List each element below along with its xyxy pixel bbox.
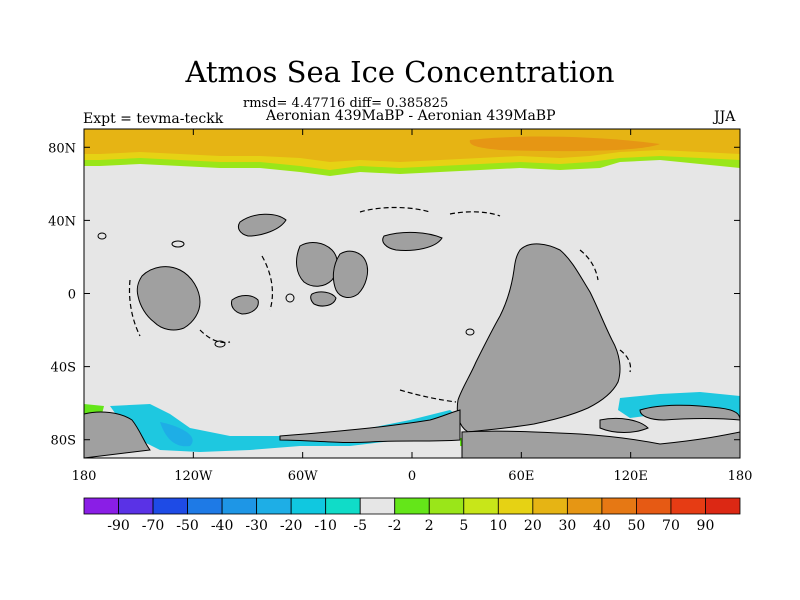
colorbar-swatch: [636, 497, 672, 515]
lon-tick-label: 60E: [508, 469, 534, 484]
colorbar-swatch: [532, 497, 568, 515]
lat-tick-label: 40N: [48, 214, 76, 229]
contour-loop-1: [171, 240, 185, 248]
colorbar-label: 50: [628, 518, 646, 534]
land-east-continent: [456, 243, 621, 433]
colorbar: [83, 497, 741, 515]
lat-tick-label: 40S: [51, 361, 76, 376]
colorbar-label: 2: [425, 518, 434, 534]
lat-tick-label: 80N: [48, 141, 76, 156]
land-central-island-4: [382, 231, 443, 251]
land-antarctica-west: [599, 417, 649, 433]
colorbar-label: 10: [489, 518, 507, 534]
lon-tick-label: 180: [728, 469, 753, 484]
colorbar-swatch: [83, 497, 119, 515]
colorbar-label: 40: [593, 518, 611, 534]
contour-loop-2: [97, 232, 107, 240]
lat-tick-label: 80S: [51, 434, 76, 449]
stats-label: rmsd= 4.47716 diff= 0.385825: [243, 96, 449, 111]
colorbar-swatch: [290, 497, 327, 515]
axis-ticks: [83, 129, 741, 458]
colorbar-label: -30: [245, 518, 268, 534]
antarctic-anomaly-strong: [160, 422, 193, 447]
colorbar-label: 90: [697, 518, 715, 534]
dashed-contour-5: [199, 329, 231, 344]
contour-loops: [97, 232, 475, 348]
dashed-contours: [128, 206, 632, 403]
lon-tick-label: 180: [72, 469, 97, 484]
experiment-label: Expt = tevma-teckk: [83, 111, 224, 127]
season-label: JJA: [714, 109, 736, 125]
colorbar-swatch: [705, 497, 741, 515]
colorbar-label: -5: [353, 518, 367, 534]
colorbar-swatch: [359, 497, 396, 515]
contour-loop-5: [465, 328, 475, 336]
latitude-labels: 80N 40N 0 40S 80S: [48, 141, 76, 448]
longitude-labels: 180 120W 60W 0 60E 120E 180: [72, 469, 753, 484]
land-central-island-5: [231, 295, 259, 315]
lon-tick-label: 0: [408, 469, 416, 484]
colorbar-swatch: [256, 497, 292, 515]
colorbar-label: -70: [142, 518, 165, 534]
colorbar-label: -10: [314, 518, 337, 534]
colorbar-swatch: [187, 497, 223, 515]
lon-tick-label: 120E: [614, 469, 648, 484]
dashed-contour-3: [261, 255, 274, 311]
lon-tick-label: 120W: [174, 469, 213, 484]
colorbar-swatch: [394, 497, 430, 515]
arctic-anomaly-core: [469, 136, 660, 152]
colorbar-swatch: [428, 497, 465, 515]
colorbar-label: -50: [176, 518, 199, 534]
colorbar-label: -20: [280, 518, 303, 534]
colorbar-swatch: [566, 497, 603, 515]
dashed-contour-7: [579, 249, 599, 281]
colorbar-label: 20: [524, 518, 542, 534]
land-antarctica: [84, 409, 740, 458]
colorbar-label: -40: [211, 518, 234, 534]
map-title: Atmos Sea Ice Concentration: [185, 55, 615, 89]
dashed-contour-2: [449, 211, 501, 217]
dashed-contour-6: [399, 389, 457, 403]
dashed-contour-8: [619, 349, 632, 373]
contour-loop-4: [214, 340, 226, 348]
colorbar-label: 5: [459, 518, 468, 534]
colorbar-swatch: [325, 497, 361, 515]
comparison-label: Aeronian 439MaBP - Aeronian 439MaBP: [266, 108, 556, 124]
land-masses: [84, 213, 740, 458]
colorbar-swatch: [221, 497, 258, 515]
dashed-contour-1: [359, 206, 431, 213]
dashed-contour-4: [128, 279, 141, 337]
colorbar-label: -2: [388, 518, 402, 534]
land-central-island-3: [237, 213, 287, 237]
colorbar-swatch: [118, 497, 154, 515]
land-central-island-2: [332, 250, 369, 298]
colorbar-swatch: [670, 497, 706, 515]
colorbar-label: 70: [662, 518, 680, 534]
colorbar-swatch: [152, 497, 188, 515]
colorbar-label: 30: [558, 518, 576, 534]
colorbar-swatch: [463, 497, 499, 515]
land-central-island-6: [310, 291, 337, 307]
lon-tick-label: 60W: [288, 469, 319, 484]
land-central-island-1: [296, 242, 338, 287]
land-west-island: [136, 266, 201, 331]
contour-loop-3: [285, 293, 295, 303]
colorbar-label: -90: [107, 518, 130, 534]
colorbar-swatch: [497, 497, 534, 515]
map-field: [84, 129, 740, 458]
colorbar-swatch: [601, 497, 637, 515]
lat-tick-label: 0: [68, 288, 76, 303]
colorbar-labels: -90 -70 -50 -40 -30 -20 -10 -5 -2 2 5 10 20 30 40 50 70 9…: [107, 518, 714, 534]
